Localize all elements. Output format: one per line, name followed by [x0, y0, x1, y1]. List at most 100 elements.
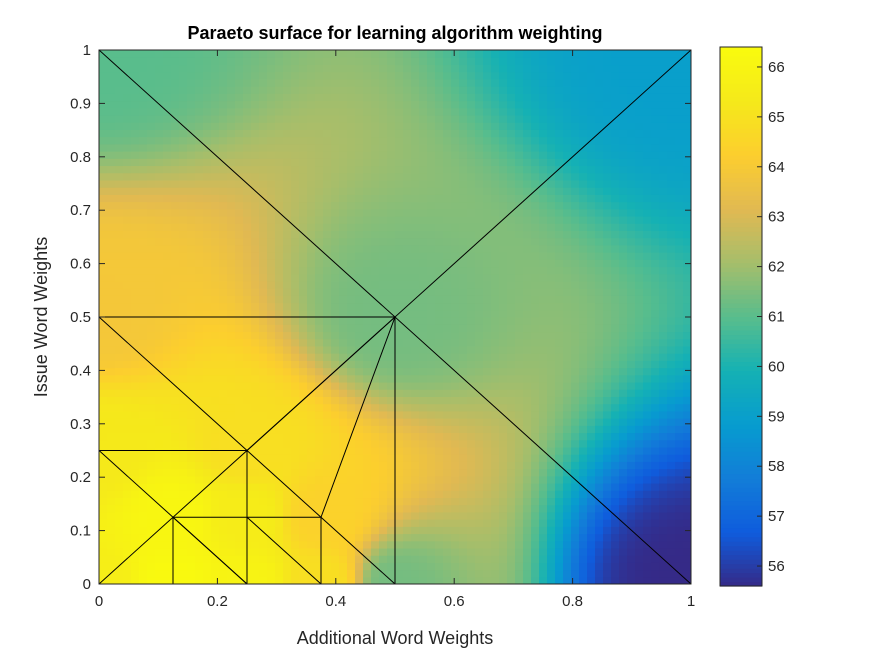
surface-cell	[523, 252, 532, 260]
surface-cell	[187, 324, 196, 333]
surface-cell	[619, 497, 628, 506]
surface-cell	[323, 540, 332, 549]
surface-cell	[267, 165, 276, 174]
surface-cell	[467, 57, 476, 66]
surface-cell	[451, 230, 460, 239]
surface-cell	[419, 555, 428, 563]
surface-cell	[299, 165, 308, 174]
surface-cell	[235, 461, 244, 470]
surface-cell	[347, 526, 356, 535]
surface-cell	[499, 201, 508, 210]
surface-cell	[219, 93, 228, 102]
surface-cell	[227, 555, 236, 563]
surface-cell	[227, 295, 236, 304]
surface-cell	[539, 100, 548, 109]
surface-cell	[539, 576, 548, 584]
surface-cell	[387, 547, 396, 556]
surface-cell	[459, 50, 468, 58]
surface-cell	[259, 71, 268, 80]
surface-cell	[387, 526, 396, 535]
surface-cell	[611, 259, 620, 268]
surface-cell	[179, 475, 188, 484]
surface-cell	[283, 114, 292, 123]
surface-cell	[115, 302, 124, 311]
surface-cell	[307, 454, 316, 462]
surface-cell	[251, 273, 260, 282]
surface-cell	[627, 230, 636, 239]
surface-cell	[243, 338, 252, 347]
surface-cell	[419, 367, 428, 376]
surface-cell	[147, 526, 156, 535]
surface-cell	[235, 475, 244, 484]
surface-cell	[235, 504, 244, 513]
surface-cell	[235, 50, 244, 58]
surface-cell	[531, 504, 540, 513]
surface-cell	[419, 504, 428, 513]
surface-cell	[539, 555, 548, 563]
surface-cell	[187, 569, 196, 578]
surface-cell	[539, 201, 548, 210]
surface-cell	[219, 432, 228, 441]
surface-cell	[179, 331, 188, 340]
surface-cell	[403, 497, 412, 506]
surface-cell	[387, 237, 396, 246]
surface-cell	[299, 439, 308, 448]
surface-cell	[419, 179, 428, 188]
surface-cell	[595, 273, 604, 282]
surface-cell	[395, 396, 404, 405]
surface-cell	[515, 93, 524, 102]
surface-cell	[259, 540, 268, 549]
surface-cell	[435, 187, 444, 195]
surface-cell	[259, 309, 268, 318]
surface-cell	[187, 331, 196, 340]
surface-cell	[627, 151, 636, 159]
surface-cell	[107, 360, 116, 369]
surface-cell	[299, 50, 308, 58]
surface-cell	[619, 540, 628, 549]
surface-cell	[475, 410, 484, 419]
surface-cell	[595, 252, 604, 260]
surface-cell	[107, 519, 116, 527]
surface-cell	[435, 562, 444, 571]
surface-cell	[299, 194, 308, 203]
surface-cell	[131, 360, 140, 369]
surface-cell	[627, 317, 636, 325]
surface-cell	[371, 93, 380, 102]
surface-cell	[307, 425, 316, 434]
surface-cell	[331, 86, 340, 94]
surface-cell	[459, 172, 468, 181]
surface-cell	[611, 172, 620, 181]
surface-cell	[435, 309, 444, 318]
surface-cell	[371, 533, 380, 542]
surface-cell	[547, 461, 556, 470]
surface-cell	[403, 345, 412, 354]
surface-cell	[299, 136, 308, 145]
surface-cell	[523, 201, 532, 210]
surface-cell	[211, 317, 220, 325]
surface-cell	[139, 266, 148, 275]
surface-cell	[403, 410, 412, 419]
surface-cell	[539, 107, 548, 116]
surface-cell	[147, 273, 156, 282]
surface-cell	[523, 122, 532, 130]
surface-cell	[395, 331, 404, 340]
surface-cell	[387, 511, 396, 520]
surface-cell	[595, 367, 604, 376]
surface-cell	[467, 158, 476, 167]
surface-cell	[579, 367, 588, 376]
surface-cell	[595, 482, 604, 491]
surface-cell	[387, 266, 396, 275]
surface-cell	[139, 519, 148, 527]
surface-cell	[203, 454, 212, 462]
surface-cell	[635, 540, 644, 549]
surface-cell	[619, 381, 628, 390]
surface-cell	[323, 576, 332, 584]
surface-cell	[163, 331, 172, 340]
surface-cell	[251, 381, 260, 390]
surface-cell	[427, 461, 436, 470]
surface-cell	[179, 107, 188, 116]
surface-cell	[427, 309, 436, 318]
surface-cell	[595, 468, 604, 477]
surface-cell	[227, 78, 236, 87]
surface-cell	[251, 324, 260, 333]
